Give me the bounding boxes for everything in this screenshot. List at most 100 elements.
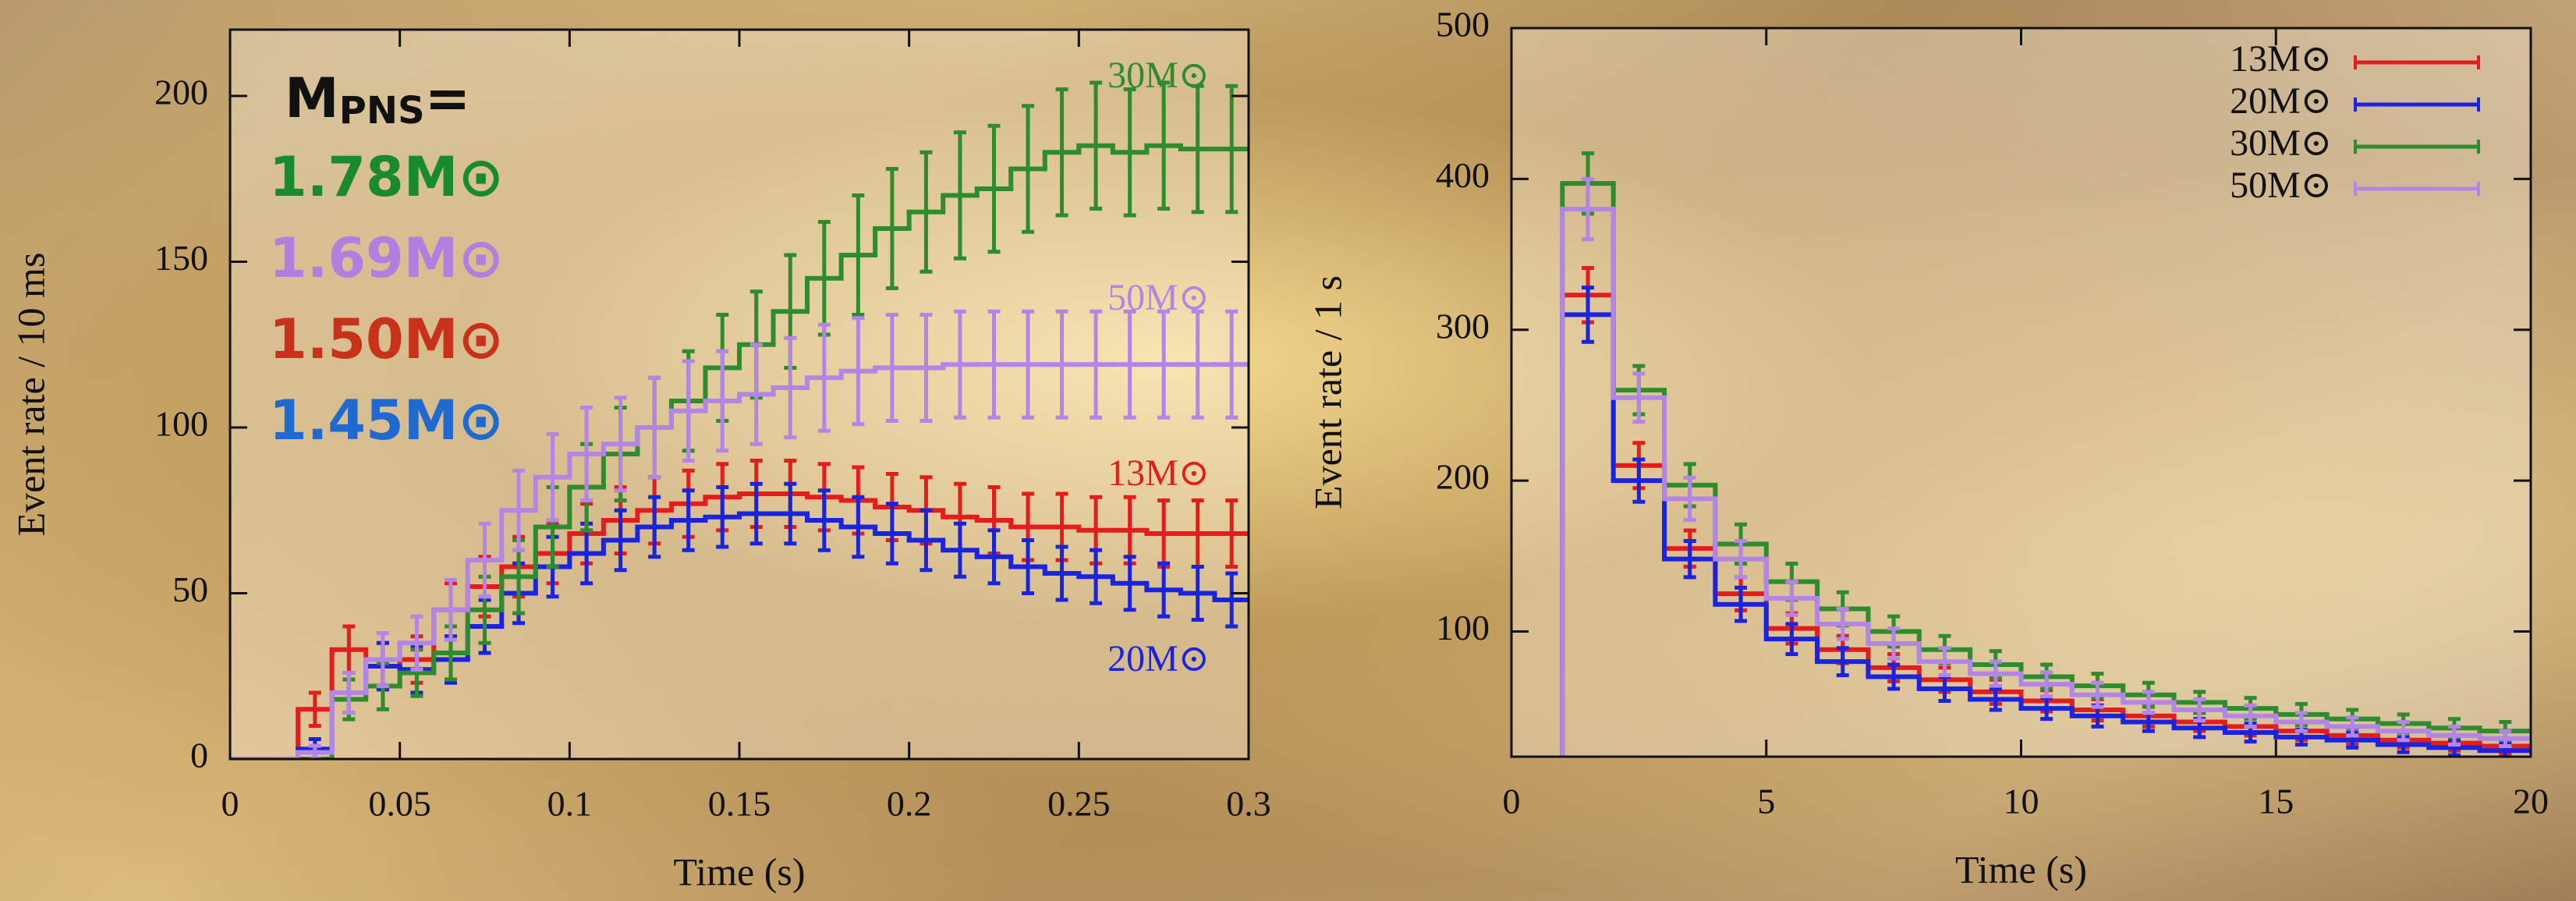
error-bar (546, 432, 559, 523)
error-bar (1734, 585, 1748, 623)
mass-title: MPNS= (285, 66, 470, 133)
error-bar (852, 495, 865, 559)
error-bar (1887, 626, 1901, 661)
error-bar (1734, 538, 1748, 580)
error-bar (342, 671, 356, 715)
error-bar (1090, 80, 1103, 211)
error-bar (444, 578, 457, 642)
x-tick-label: 0.15 (708, 784, 771, 824)
error-bar (512, 468, 526, 552)
error-bar (784, 335, 797, 440)
x-tick-label: 0.2 (887, 784, 932, 824)
error-bar (1022, 104, 1035, 234)
error-bar (2397, 720, 2410, 743)
error-bar (410, 614, 423, 672)
mass-title-tail: = (425, 66, 471, 130)
x-tick-label: 0.3 (1226, 784, 1271, 824)
error-bar (1683, 538, 1696, 580)
y-tick-label: 50 (172, 569, 208, 609)
error-bar (987, 528, 1001, 586)
error-bar (1989, 686, 2002, 712)
error-bar (2499, 729, 2512, 748)
error-bar (852, 193, 865, 317)
plot-frame (229, 28, 1250, 761)
error-bar (817, 322, 831, 433)
pns-mass: 1.69M⊙ (269, 226, 504, 290)
pns-mass: 1.78M⊙ (269, 145, 504, 209)
x-tick-label: 0 (1503, 782, 1521, 821)
x-tick-label: 10 (2004, 782, 2039, 821)
y-tick-label: 500 (1436, 5, 1490, 44)
error-bar (1785, 580, 1798, 617)
y-tick-label: 300 (1436, 306, 1490, 346)
error-bar (1582, 176, 1595, 242)
error-bar (1225, 309, 1238, 420)
y-axis-label: Event rate / 1 s (1306, 275, 1349, 509)
error-bar (1157, 561, 1171, 619)
error-bar (749, 481, 763, 546)
error-bar (1123, 555, 1136, 612)
error-bar (2142, 690, 2155, 715)
error-bar (580, 406, 594, 502)
error-bar (919, 508, 933, 573)
error-bar (1022, 538, 1035, 595)
error-bar (919, 313, 933, 423)
error-bar (308, 743, 321, 759)
error-bar (885, 502, 898, 566)
error-bar (682, 359, 695, 463)
error-bar (919, 150, 933, 274)
error-bar (1887, 662, 1901, 691)
error-bar (953, 521, 966, 579)
error-bar (1090, 548, 1103, 605)
error-bar (1191, 83, 1204, 215)
error-bar (1123, 309, 1136, 420)
pns-mass: 1.50M⊙ (269, 307, 504, 371)
legend-label: 50M⊙ (2230, 165, 2332, 206)
error-bar (308, 690, 321, 728)
series-label: 13M⊙ (1107, 452, 1210, 494)
x-tick-label: 0 (221, 784, 239, 824)
plot-frame (1510, 27, 2532, 758)
x-tick-label: 5 (1757, 782, 1775, 821)
error-bar (953, 130, 966, 261)
error-bar (987, 309, 1001, 420)
y-tick-label: 400 (1436, 155, 1490, 195)
error-bar (1090, 309, 1103, 420)
error-bar (614, 508, 627, 573)
error-bar (1632, 371, 1646, 424)
error-bar (1225, 571, 1238, 629)
error-bar (2244, 703, 2257, 729)
y-tick-label: 200 (154, 73, 208, 112)
series-label: 30M⊙ (1107, 55, 1210, 96)
plot-area (1511, 28, 2531, 757)
error-bar (2193, 697, 2206, 723)
error-bar (1123, 87, 1136, 218)
error-bar (1683, 475, 1696, 522)
x-axis-label: Time (s) (1955, 847, 2087, 891)
plot-data (230, 80, 1249, 759)
error-bar (2294, 711, 2308, 733)
legend-label: 30M⊙ (2230, 122, 2332, 164)
error-bar (1191, 565, 1204, 622)
error-bar (2091, 680, 2104, 709)
series-label: 20M⊙ (1107, 638, 1210, 679)
y-tick-label: 0 (190, 736, 208, 775)
x-tick-label: 0.25 (1047, 784, 1111, 824)
error-bar (716, 349, 729, 453)
error-bar (1225, 498, 1238, 569)
error-bar (648, 495, 661, 559)
plot-data (1560, 151, 2531, 757)
error-bar (376, 631, 389, 688)
error-bar (1022, 309, 1035, 420)
x-axis-label: Time (s) (673, 850, 805, 893)
error-bar (1225, 83, 1238, 215)
y-tick-label: 150 (154, 238, 208, 278)
legend-label: 20M⊙ (2230, 80, 2332, 122)
error-bar (1157, 80, 1171, 211)
error-bar (1989, 659, 2002, 688)
error-bar (648, 375, 661, 480)
error-bar (987, 123, 1001, 254)
error-bar (953, 309, 966, 420)
